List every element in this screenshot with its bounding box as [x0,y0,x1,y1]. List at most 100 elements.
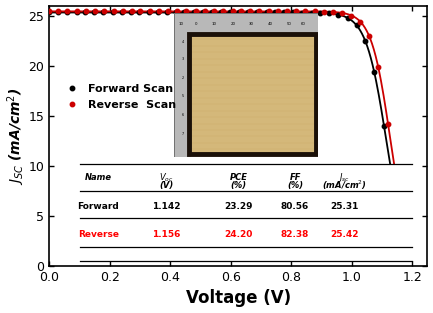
Text: 25.31: 25.31 [330,202,359,211]
Text: 1.156: 1.156 [152,230,181,239]
Reverse  Scan [248,9,253,13]
Text: (mA/cm$^2$): (mA/cm$^2$) [322,179,367,192]
Text: 23.29: 23.29 [224,202,252,211]
Forward Scan [74,11,79,14]
Text: Reverse: Reverse [78,230,119,239]
Forward Scan [173,11,178,14]
Forward Scan [372,70,377,74]
Line: Forward Scan: Forward Scan [47,10,404,223]
Forward Scan [299,11,304,14]
Forward Scan [381,124,387,128]
Text: 25.42: 25.42 [330,230,359,239]
Forward Scan [65,11,70,14]
Forward Scan [363,39,368,43]
Reverse  Scan [349,14,354,18]
Forward Scan [281,11,287,14]
Forward Scan [182,11,187,14]
Reverse  Scan [148,9,153,13]
Forward Scan [399,219,404,223]
Text: PCE: PCE [229,173,247,182]
Forward Scan [128,11,133,14]
Text: $J_{sc}$: $J_{sc}$ [338,171,350,184]
Reverse  Scan [174,9,180,13]
Forward Scan [209,11,214,14]
Text: (V): (V) [159,181,174,190]
Text: 24.20: 24.20 [224,230,252,239]
Reverse  Scan [101,9,107,13]
Reverse  Scan [165,9,171,13]
Legend: Forward Scan, Reverse  Scan: Forward Scan, Reverse Scan [62,84,176,110]
Forward Scan [146,11,152,14]
Reverse  Scan [83,9,88,13]
Reverse  Scan [312,10,317,13]
Reverse  Scan [129,9,134,13]
Reverse  Scan [92,9,97,13]
Reverse  Scan [120,9,125,13]
Reverse  Scan [284,9,290,13]
X-axis label: Voltage (V): Voltage (V) [186,290,291,307]
Reverse  Scan [47,9,52,13]
Forward Scan [291,11,296,14]
Reverse  Scan [321,10,326,13]
Reverse  Scan [74,9,80,13]
Forward Scan [47,11,52,14]
Reverse  Scan [267,9,272,13]
Reverse  Scan [330,10,335,14]
Forward Scan [228,11,233,14]
Reverse  Scan [275,9,281,13]
Reverse  Scan [65,9,70,13]
Forward Scan [164,11,169,14]
Forward Scan [264,11,269,14]
Reverse  Scan [138,9,143,13]
Reverse  Scan [55,9,61,13]
Forward Scan [200,11,206,14]
Text: 1.142: 1.142 [152,202,181,211]
Reverse  Scan [339,11,344,15]
Reverse  Scan [294,9,299,13]
Forward Scan [218,11,223,14]
Forward Scan [55,11,61,14]
Forward Scan [354,23,359,27]
Reverse  Scan [358,20,363,23]
Reverse  Scan [193,9,198,13]
Forward Scan [110,11,116,14]
Forward Scan [390,178,395,182]
Forward Scan [155,11,161,14]
Forward Scan [100,11,106,14]
Text: (%): (%) [287,181,303,190]
Reverse  Scan [184,9,189,13]
Forward Scan [336,13,341,17]
Text: Forward: Forward [78,202,120,211]
Reverse  Scan [220,9,225,13]
Forward Scan [246,11,251,14]
Forward Scan [83,11,88,14]
Text: 80.56: 80.56 [281,202,309,211]
Reverse  Scan [376,65,381,69]
Forward Scan [345,16,350,20]
Reverse  Scan [367,35,372,38]
Reverse  Scan [111,9,116,13]
Forward Scan [236,11,242,14]
Reverse  Scan [230,9,235,13]
Reverse  Scan [394,181,400,184]
Forward Scan [273,11,278,14]
Y-axis label: $J_{SC}$ (mA/cm$^{2}$): $J_{SC}$ (mA/cm$^{2}$) [6,87,27,185]
Forward Scan [92,11,97,14]
Reverse  Scan [157,9,162,13]
Reverse  Scan [404,223,409,227]
Reverse  Scan [257,9,262,13]
Forward Scan [326,12,332,15]
Forward Scan [254,11,259,14]
Forward Scan [191,11,197,14]
Text: $V_{oc}$: $V_{oc}$ [159,171,174,184]
Forward Scan [309,11,314,14]
Reverse  Scan [239,9,244,13]
Text: 82.38: 82.38 [281,230,309,239]
Text: FF: FF [289,173,301,182]
Bar [80,164,412,261]
Text: Name: Name [85,173,112,182]
Reverse  Scan [202,9,207,13]
Forward Scan [137,11,142,14]
Forward Scan [318,11,323,15]
Text: (%): (%) [230,181,246,190]
